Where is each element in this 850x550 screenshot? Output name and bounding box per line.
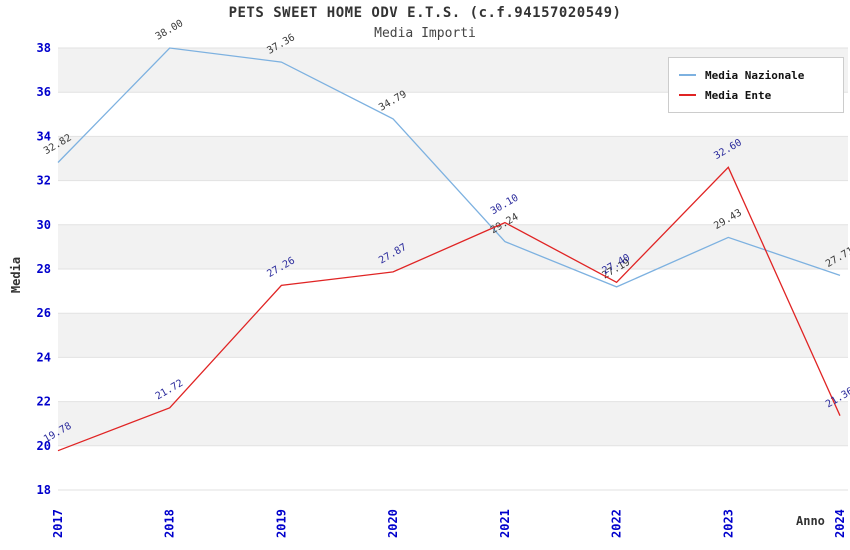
x-tick-label: 2020 [386,509,400,538]
y-tick-label: 32 [37,174,51,188]
x-tick-label: 2018 [163,509,177,538]
y-tick-label: 34 [37,129,51,143]
x-tick-label: 2019 [274,509,288,538]
x-tick-label: 2024 [833,509,847,538]
legend-swatch-media-ente [679,94,696,96]
y-tick-label: 36 [37,85,51,99]
y-tick-label: 22 [37,395,51,409]
legend-label-media-nazionale: Media Nazionale [705,68,805,82]
legend: Media Nazionale Media Ente [668,57,844,113]
y-tick-label: 38 [37,41,51,55]
y-tick-label: 28 [37,262,51,276]
background-band [58,136,848,181]
x-tick-label: 2022 [610,509,624,538]
x-tick-label: 2021 [498,509,512,538]
background-band [58,224,848,269]
y-axis-label: Media [9,256,23,294]
background-band [58,401,848,446]
series-line-media-nazionale [57,47,841,288]
x-axis-label: Anno [796,514,825,528]
series-line-media-ente [57,166,841,452]
y-tick-label: 26 [37,306,51,320]
y-tick-label: 24 [37,350,51,364]
legend-swatch-media-nazionale [679,74,696,76]
x-tick-label: 2017 [51,509,65,538]
x-tick-label: 2023 [721,509,735,538]
background-band [58,313,848,358]
point-label: 21.72 [154,378,186,403]
chart-subtitle: Media Importi [374,26,476,41]
chart-title: PETS SWEET HOME ODV E.T.S. (c.f.94157020… [228,5,622,21]
legend-label-media-ente: Media Ente [705,88,772,102]
legend-item-media-ente: Media Ente [679,85,835,105]
y-tick-label: 30 [37,218,51,232]
y-tick-label: 18 [37,483,51,497]
y-tick-label: 20 [37,439,51,453]
legend-item-media-nazionale: Media Nazionale [679,65,835,85]
